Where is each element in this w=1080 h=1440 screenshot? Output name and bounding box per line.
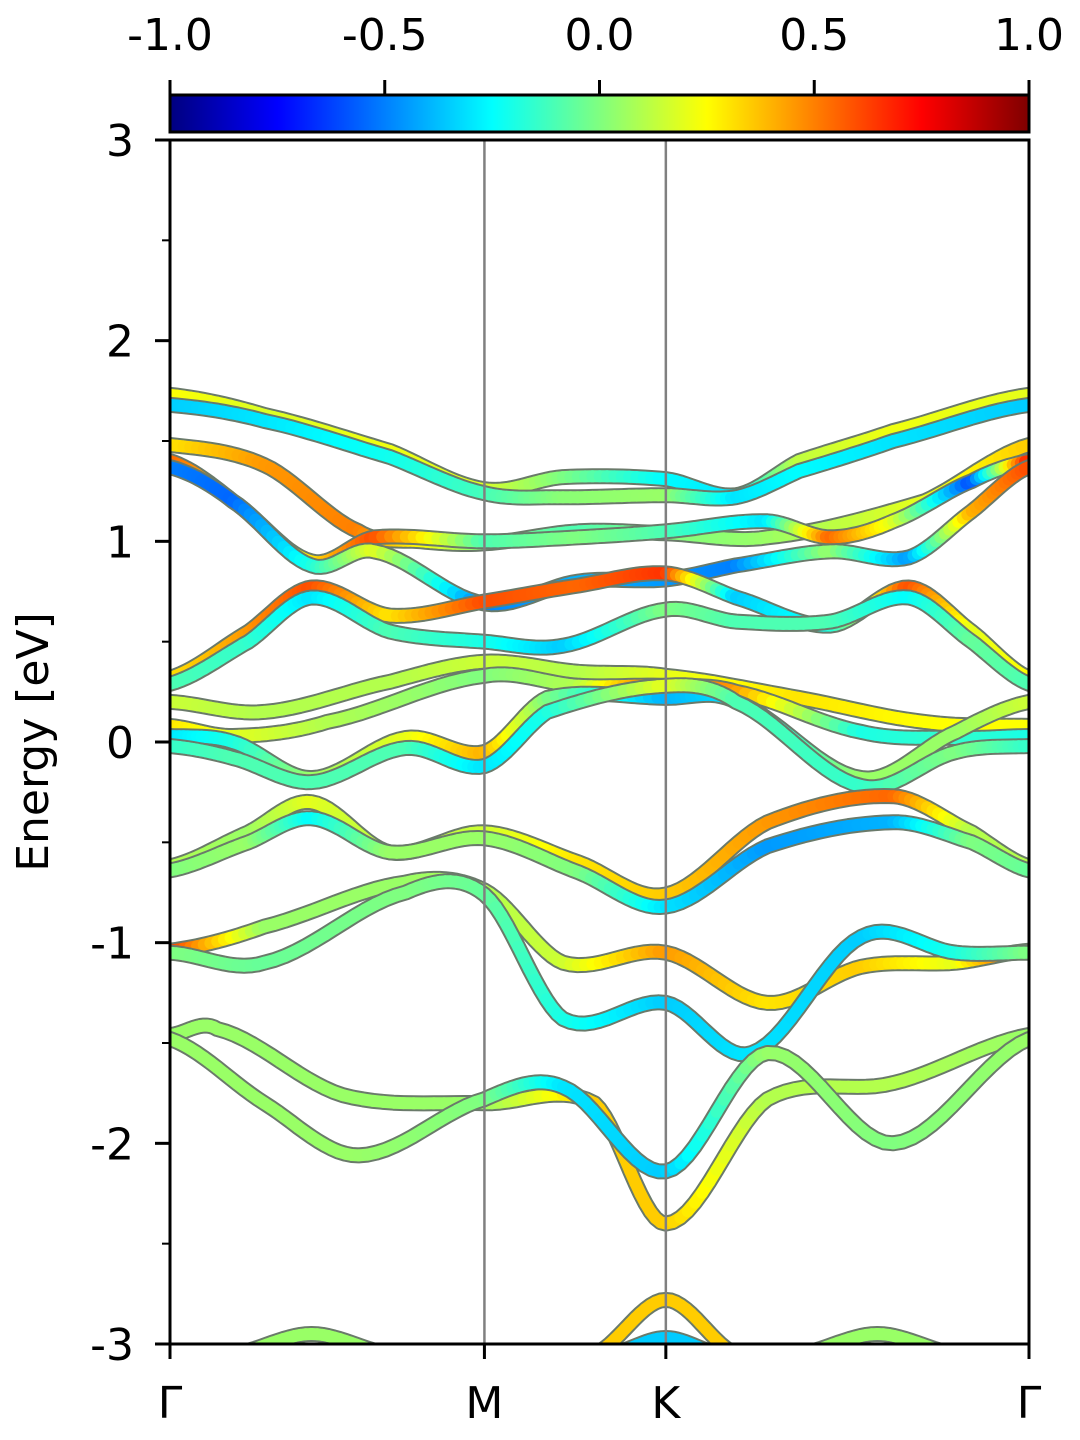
band-segment	[244, 1350, 250, 1352]
y-tick-label: 0	[106, 718, 134, 769]
colorbar: -1.0 -0.5 0.0 0.5 1.0	[127, 10, 1064, 134]
band-segment	[373, 1350, 379, 1352]
band-segment	[716, 1353, 720, 1354]
band-line	[170, 677, 1029, 796]
band-segment	[1013, 1033, 1029, 1050]
y-tick-label: 1	[106, 517, 134, 568]
band-segment	[929, 1342, 940, 1344]
x-tick-label: Γ	[1017, 1378, 1042, 1429]
band-segment	[363, 1342, 374, 1344]
y-tick-label: -1	[90, 919, 134, 970]
band-line	[595, 1291, 736, 1354]
band-segment	[721, 1342, 731, 1344]
band-segment	[618, 1351, 622, 1352]
band-segment	[691, 1340, 706, 1344]
x-tick-label: M	[465, 1378, 503, 1429]
x-tick-label: K	[651, 1378, 681, 1429]
band-segment	[731, 1352, 736, 1354]
band-line	[170, 873, 1029, 1063]
band-line	[233, 1326, 391, 1354]
band-segment	[356, 1340, 372, 1344]
band-segment	[379, 1352, 385, 1353]
y-axis-label: Energy [eV]	[8, 612, 59, 872]
band-segment	[595, 1352, 600, 1354]
band-segment	[709, 1351, 713, 1352]
y-axis-ticks: 3 2 1 0 -1 -2 -3	[90, 116, 170, 1371]
band-line	[170, 1031, 1029, 1180]
y-tick-label: 3	[106, 116, 134, 167]
band-segment	[713, 1352, 717, 1353]
colorbar-tick-label: -0.5	[342, 10, 428, 61]
band-line	[799, 1326, 956, 1354]
y-tick-label: -2	[90, 1119, 134, 1170]
band-segment	[1013, 388, 1029, 403]
band-segment	[939, 1350, 945, 1352]
band-segment	[385, 1353, 391, 1354]
band-segment	[233, 1353, 239, 1354]
band-line	[170, 396, 1029, 507]
band-segment	[922, 1340, 938, 1344]
band-outline	[170, 810, 1029, 915]
band-segment	[614, 1352, 618, 1353]
colorbar-tick-label: -1.0	[127, 10, 213, 61]
high-symmetry-lines	[483, 140, 668, 1344]
y-tick-label: -3	[90, 1320, 134, 1371]
colorbar-gradient	[168, 93, 1031, 134]
band-segment	[1013, 398, 1029, 413]
band-segment	[945, 1352, 951, 1353]
band-segment	[624, 1342, 635, 1344]
band-segment	[239, 1352, 245, 1353]
band-line	[170, 589, 1029, 692]
band-segment	[610, 1353, 614, 1354]
colorbar-ticks: -1.0 -0.5 0.0 0.5 1.0	[127, 10, 1064, 95]
band-lines	[170, 386, 1029, 1354]
y-tick-label: 2	[106, 317, 134, 368]
band-segment	[950, 1353, 956, 1354]
colorbar-tick-label: 0.0	[565, 10, 635, 61]
colorbar-tick-label: 1.0	[994, 10, 1064, 61]
band-segment	[696, 1342, 707, 1344]
band-segment	[805, 1352, 811, 1353]
band-segment	[625, 1340, 640, 1344]
band-segment	[815, 1342, 826, 1344]
band-segment	[702, 1343, 707, 1344]
band-segment	[251, 1340, 267, 1344]
band-segment	[799, 1353, 805, 1354]
band-segment	[249, 1342, 260, 1344]
band-segment	[600, 1342, 609, 1344]
x-tick-label: Γ	[158, 1378, 183, 1429]
band-segment	[817, 1340, 833, 1344]
band-segment	[810, 1350, 816, 1352]
colorbar-tick-label: 0.5	[779, 10, 849, 61]
band-line	[170, 810, 1029, 915]
band-segment	[624, 1343, 628, 1344]
